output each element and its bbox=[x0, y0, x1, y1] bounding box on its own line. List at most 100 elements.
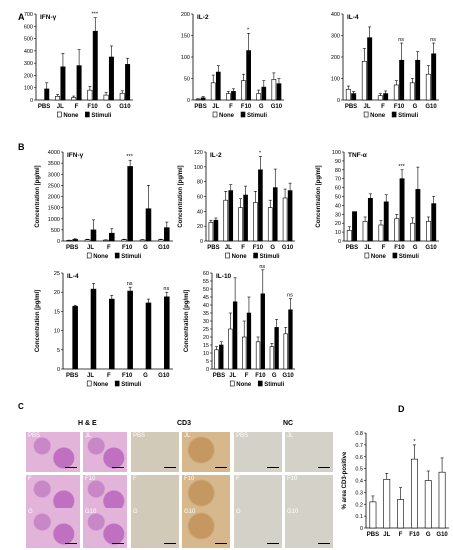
bar-none bbox=[409, 82, 415, 101]
bar-value bbox=[369, 501, 377, 529]
legend-swatch-none bbox=[363, 111, 369, 118]
legend-swatch-none bbox=[229, 380, 235, 387]
y-tick-label: 5 bbox=[206, 359, 209, 365]
legend-label-none: None bbox=[232, 254, 248, 260]
x-tick-label: PBS bbox=[66, 373, 78, 379]
bar-stimuli bbox=[219, 344, 224, 370]
x-tick-label: G bbox=[413, 104, 418, 110]
y-tick-label: 0 bbox=[57, 367, 60, 373]
legend-label-stimuli: Stimuli bbox=[398, 113, 418, 119]
y-tick-label: 35 bbox=[203, 311, 209, 317]
bar-stimuli bbox=[415, 189, 421, 242]
bar-none bbox=[121, 239, 127, 242]
legend-label-stimuli: Stimuli bbox=[247, 113, 267, 119]
bar-stimuli bbox=[351, 93, 357, 101]
image-label: F bbox=[133, 476, 137, 482]
histology-image-cd3: JL bbox=[182, 432, 230, 472]
image-label: PBS bbox=[133, 433, 146, 439]
bar-value bbox=[424, 480, 432, 529]
image-label: F10 bbox=[287, 476, 298, 482]
bar-none bbox=[158, 239, 164, 242]
x-tick-label: F bbox=[75, 104, 79, 110]
significance-label: ns bbox=[430, 37, 436, 43]
y-tick-label: 300 bbox=[24, 61, 33, 67]
y-tick-label: 200 bbox=[24, 73, 33, 79]
y-tick-label: 20 bbox=[203, 335, 209, 341]
bar-none bbox=[208, 222, 214, 242]
panel-letter-b: B bbox=[18, 142, 25, 152]
bar-stimuli bbox=[260, 293, 265, 370]
x-tick-label: G10 bbox=[425, 245, 437, 251]
bar-none bbox=[377, 95, 383, 101]
y-tick-label: 0 bbox=[57, 239, 60, 245]
x-tick-label: F10 bbox=[122, 373, 133, 379]
x-tick-label: F bbox=[381, 104, 385, 110]
significance-label: ns bbox=[287, 293, 293, 299]
image-label: F10 bbox=[184, 476, 195, 482]
x-tick-label: F10 bbox=[87, 104, 98, 110]
bar-value bbox=[397, 499, 404, 529]
y-tick-label: 20 bbox=[335, 221, 341, 227]
bar-none bbox=[103, 94, 109, 101]
y-tick-label: 100 bbox=[332, 150, 341, 156]
significance-label: ns bbox=[127, 281, 133, 287]
header-he: H & E bbox=[78, 420, 97, 427]
x-tick-label: PBS bbox=[194, 104, 206, 110]
bar-none bbox=[223, 199, 229, 242]
histology-image-nc: PBS bbox=[234, 432, 282, 472]
x-tick-label: G10 bbox=[158, 245, 170, 251]
bar-none bbox=[238, 207, 243, 242]
significance-label: * bbox=[259, 150, 262, 156]
x-tick-label: G bbox=[259, 104, 264, 110]
y-tick-label: 0.3 bbox=[355, 490, 363, 496]
bar-stimuli bbox=[276, 83, 282, 101]
x-tick-label: F bbox=[245, 373, 249, 379]
legend-label-stimuli: Stimuli bbox=[260, 254, 280, 260]
bar-none bbox=[271, 79, 277, 101]
chart-title: TNF-α bbox=[348, 152, 367, 159]
image-label: PBS bbox=[28, 433, 41, 439]
chart-title: IL-2 bbox=[197, 14, 209, 21]
y-tick-label: 15 bbox=[54, 309, 60, 315]
chart-title: IL-4 bbox=[67, 273, 79, 280]
legend-swatch-stimuli bbox=[114, 380, 120, 387]
bar-none bbox=[269, 346, 275, 370]
bar-none bbox=[66, 240, 72, 242]
x-tick-label: F10 bbox=[394, 245, 405, 251]
scale-bar bbox=[318, 543, 330, 544]
y-tick-label: 0 bbox=[338, 239, 341, 245]
bar-stimuli bbox=[246, 312, 252, 370]
histology-image-he: PBS bbox=[26, 432, 80, 472]
image-label: JL bbox=[184, 433, 191, 439]
bar-stimuli bbox=[232, 301, 238, 370]
bar-none bbox=[214, 349, 219, 370]
y-tick-label: 90 bbox=[335, 159, 341, 165]
histology-image-nc: JL bbox=[285, 432, 333, 472]
bar-none bbox=[242, 336, 247, 370]
bar-stimuli bbox=[108, 56, 114, 101]
bar-stimuli bbox=[431, 203, 437, 242]
bar-none bbox=[345, 88, 351, 101]
bar-stimuli bbox=[258, 169, 263, 242]
y-tick-label: 0.2 bbox=[355, 502, 363, 508]
legend-swatch-none bbox=[86, 380, 92, 387]
bar-none bbox=[362, 221, 368, 242]
bar-value bbox=[411, 458, 418, 529]
y-tick-label: 300 bbox=[331, 34, 340, 40]
y-tick-label: 4000 bbox=[48, 150, 60, 156]
legend-label-none: None bbox=[219, 113, 235, 119]
chart-a-il-4: 0 100 200 300 400 IL-4 PBS JL F F10 G G10 ns ns None St… bbox=[331, 12, 439, 119]
y-tick-label: 40 bbox=[203, 303, 209, 309]
x-tick-label: G10 bbox=[282, 245, 294, 251]
bar-stimuli bbox=[72, 239, 78, 242]
x-tick-label: F10 bbox=[409, 532, 420, 538]
chart-title: IL-2 bbox=[210, 152, 222, 159]
histology-image-he: G10 bbox=[83, 508, 127, 548]
bar-none bbox=[87, 89, 93, 101]
histology-image-cd3: PBS bbox=[131, 432, 179, 472]
x-tick-label: JL bbox=[225, 245, 232, 251]
x-tick-label: G10 bbox=[425, 104, 437, 110]
bar-stimuli bbox=[367, 37, 373, 101]
legend-label-stimuli: Stimuli bbox=[91, 113, 111, 119]
